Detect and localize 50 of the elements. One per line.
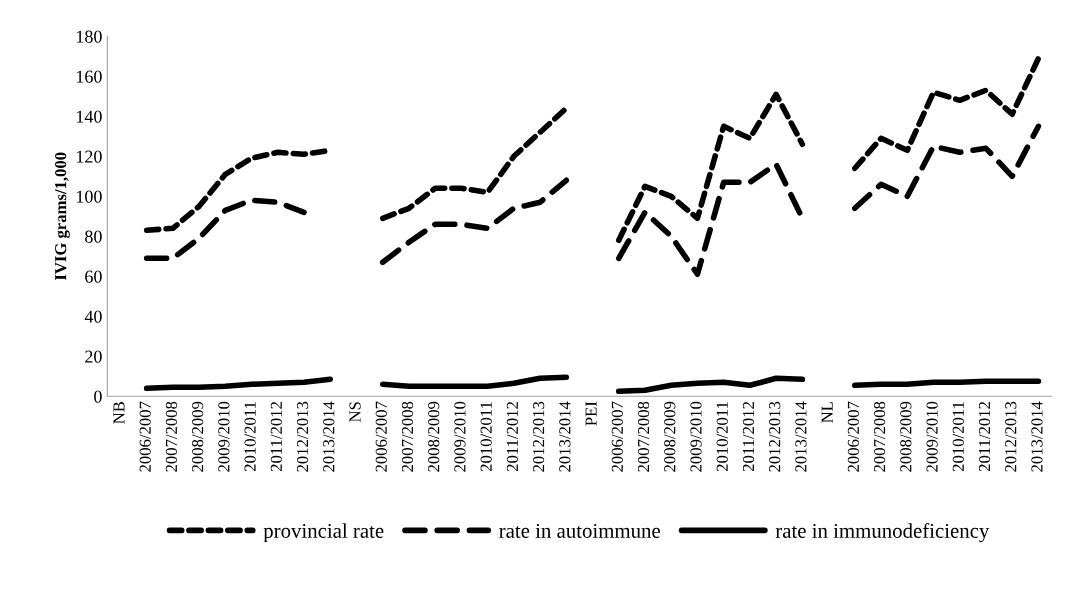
x-tick-label: 2009/2010 xyxy=(926,401,938,472)
x-tick-label: 2008/2009 xyxy=(192,401,204,472)
y-tick-label: 100 xyxy=(76,190,102,203)
x-tick-label: 2007/2008 xyxy=(165,401,178,472)
y-tick-label: 20 xyxy=(85,350,102,363)
x-tick-label: 2010/2011 xyxy=(480,402,492,472)
x-tick-label: 2006/2007 xyxy=(611,401,623,472)
x-tick-label: 2011/2012 xyxy=(978,402,991,472)
x-tick-label: 2011/2012 xyxy=(270,402,282,472)
y-axis-title: IVIG grams/1,000 xyxy=(55,152,70,281)
x-tick-label: 2008/2009 xyxy=(428,401,440,472)
x-tick-label: 2010/2011 xyxy=(952,402,964,472)
y-tick-label: 160 xyxy=(76,70,102,83)
x-tick-label: 2012/2013 xyxy=(533,401,545,472)
y-tick-label: 180 xyxy=(76,30,102,43)
x-tick-label: 2009/2010 xyxy=(690,401,702,472)
y-tick-label: 60 xyxy=(85,270,102,283)
x-tick-label: 2008/2009 xyxy=(900,401,912,472)
y-tick-label: 80 xyxy=(85,230,102,243)
x-tick-label: 2007/2008 xyxy=(401,401,414,472)
x-tick-label: 2012/2013 xyxy=(1005,401,1017,472)
x-tick-label: 2011/2012 xyxy=(506,402,519,472)
x-tick-label: NB xyxy=(113,401,125,424)
x-tick-label: NL xyxy=(821,402,833,423)
y-tick-label: 40 xyxy=(84,310,102,323)
legend-label: rate in autoimmune xyxy=(499,523,660,538)
x-tick-label: 2012/2013 xyxy=(769,401,781,472)
x-tick-label: 2013/2014 xyxy=(795,401,807,472)
x-tick-label: 2009/2010 xyxy=(454,401,466,472)
x-tick-label: 2007/2008 xyxy=(637,401,650,472)
x-tick-label: 2013/2014 xyxy=(1031,401,1043,472)
y-tick-label: 120 xyxy=(76,150,102,163)
x-tick-label: 2011/2012 xyxy=(742,402,755,472)
y-tick-label: 0 xyxy=(94,390,102,403)
x-tick-label: 2006/2007 xyxy=(139,401,151,472)
legend-label: rate in immunodeficiency xyxy=(775,523,990,543)
x-tick-label: 2006/2007 xyxy=(375,401,387,472)
x-tick-label: 2007/2008 xyxy=(873,401,886,472)
x-tick-label: PEI xyxy=(585,401,597,426)
y-tick-label: 140 xyxy=(76,110,102,123)
x-tick-label: 2013/2014 xyxy=(323,401,335,472)
x-tick-label: 2008/2009 xyxy=(664,401,676,472)
x-tick-label: 2010/2011 xyxy=(716,402,728,472)
x-tick-label: 2013/2014 xyxy=(559,401,571,472)
x-tick-label: NS xyxy=(349,402,361,422)
x-tick-label: 2009/2010 xyxy=(218,401,230,472)
x-tick-label: 2012/2013 xyxy=(296,401,309,472)
x-tick-label: 2006/2007 xyxy=(847,401,859,472)
x-tick-label: 2010/2011 xyxy=(244,402,256,472)
legend-label: provincial rate xyxy=(263,523,384,543)
